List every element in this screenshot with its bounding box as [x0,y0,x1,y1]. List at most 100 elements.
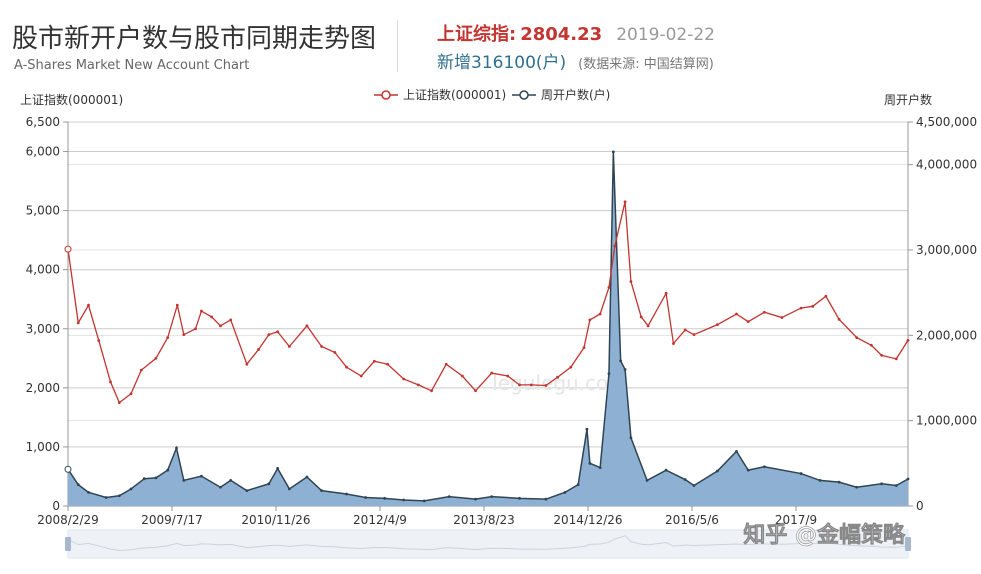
index-point [880,353,884,357]
accounts-point [716,469,719,473]
index-point [811,304,815,308]
zoom-end-handle[interactable] [905,537,911,551]
x-tick-label: 2009/7/17 [141,513,203,527]
index-point [320,345,324,348]
accounts-point [762,465,766,469]
index-point [556,375,560,379]
index-point [692,333,696,337]
index-label: 上证综指: [437,24,517,45]
accounts-point [894,484,898,487]
accounts-point [142,477,146,481]
accounts-point [383,496,387,500]
right-tick-label: 1,000,000 [916,414,977,428]
x-tick-label: 2008/2/29 [37,513,99,527]
index-point [430,389,433,393]
accounts-point [447,495,451,499]
chart-title: 股市新开户数与股市同期走势图 [12,24,377,54]
accounts-point [611,150,615,154]
accounts-start-point [64,465,72,473]
right-axis-title: 周开户数 [884,92,932,107]
zoom-slider-preview [67,535,909,551]
accounts-point [104,496,108,499]
accounts-point [585,427,589,431]
index-point [386,362,389,366]
index-series-line[interactable] [67,201,909,404]
zoom-start-handle[interactable] [65,537,71,551]
right-tick-label: 4,000,000 [916,158,977,172]
index-point [683,328,687,332]
accounts-point [746,468,750,472]
left-axis-title: 上证指数(000001) [20,92,123,107]
index-point [345,365,348,369]
index-point [762,310,766,314]
index-point [672,342,675,345]
legend-accounts-label: 周开户数(户) [541,87,610,102]
index-point [109,380,112,384]
right-tick-label: 4,500,000 [916,115,977,129]
legend-index-marker[interactable] [381,90,391,100]
index-point [869,343,873,347]
accounts-point [818,479,822,482]
left-tick-label: 4,000 [26,263,60,277]
index-point [506,374,510,378]
accounts-point [645,479,649,482]
index-point [154,356,158,360]
accounts-point [276,467,280,470]
index-point [598,312,602,316]
accounts-point [588,461,592,465]
right-tick-label: 3,000,000 [916,243,977,257]
new-accounts-summary: 新增316100(户) (数据来源: 中国结算网) [437,48,714,73]
index-point [646,324,650,328]
x-tick-label: 2016/5/6 [665,513,719,527]
accounts-point [267,482,271,486]
accounts-point [576,483,580,487]
index-point [257,348,260,351]
index-point [460,374,464,378]
index-point [894,357,898,361]
index-value: 2804.23 [520,24,603,45]
index-point [245,362,249,366]
index-date: 2019-02-22 [616,25,715,45]
index-point [544,384,548,387]
index-point [607,286,611,289]
index-point [639,315,643,319]
index-point [799,306,803,310]
legend-accounts-marker[interactable] [519,90,529,100]
accounts-point [175,446,178,450]
chart-subtitle: A-Shares Market New Account Chart [14,58,250,73]
left-tick-label: 2,000 [26,381,60,395]
index-point [87,303,90,307]
accounts-series-line[interactable] [67,151,909,502]
index-point [333,351,337,354]
accounts-point [87,490,90,494]
index-point [139,368,143,372]
index-summary: 上证综指: 2804.23 2019-02-22 [437,20,715,46]
accounts-point [345,492,348,496]
index-start-point [64,245,72,253]
accounts-point [623,368,627,371]
index-point [402,377,406,381]
accounts-point [629,436,633,440]
left-tick-label: 0 [52,499,60,513]
accounts-point [229,479,233,482]
chart-header: 股市新开户数与股市同期走势图 A-Shares Market New Accou… [0,0,981,90]
accounts-point [129,487,133,491]
index-point [305,324,309,328]
accounts-point [200,474,203,478]
accounts-point [474,497,477,501]
index-point [716,323,719,327]
x-tick-label: 2017/9 [775,513,817,527]
accounts-point [422,499,426,503]
accounts-point [305,475,309,479]
accounts-point [182,479,186,482]
index-point [855,336,859,340]
accounts-point [837,480,841,484]
index-point [474,389,477,393]
accounts-point [490,495,494,499]
index-point [219,324,222,328]
accounts-point [154,476,158,480]
accounts-point [799,472,803,475]
data-source: (数据来源: 中国结算网) [578,57,714,72]
x-tick-label: 2013/8/23 [453,513,515,527]
